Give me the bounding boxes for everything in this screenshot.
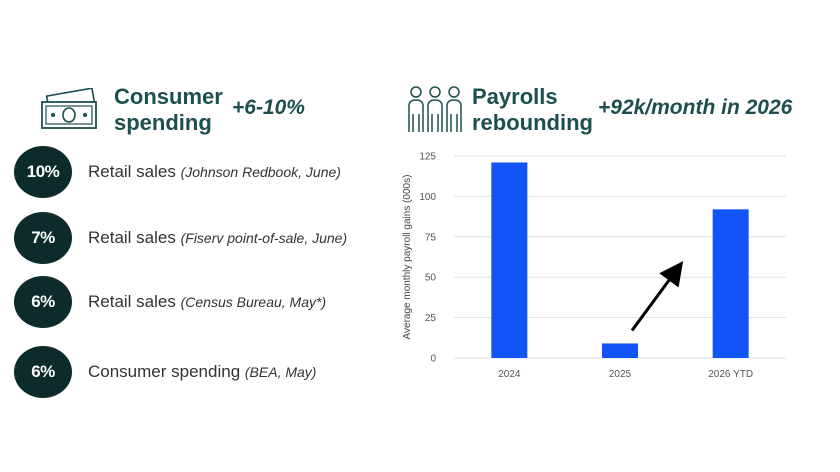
stat-text: Retail sales (Census Bureau, May*): [88, 292, 326, 312]
consumer-title-line1: Consumer: [114, 84, 223, 109]
stat-source: (BEA, May): [244, 364, 317, 380]
stat-row: 7% Retail sales (Fiserv point-of-sale, J…: [14, 212, 347, 264]
payrolls-title-line2: rebounding: [472, 110, 593, 135]
stat-source: (Fiserv point-of-sale, June): [180, 230, 348, 246]
stat-row: 10% Retail sales (Johnson Redbook, June): [14, 146, 341, 198]
stat-source: (Johnson Redbook, June): [180, 164, 341, 180]
stat-text: Retail sales (Johnson Redbook, June): [88, 162, 341, 182]
bar: [602, 343, 638, 358]
x-tick-label: 2026 YTD: [708, 369, 753, 380]
stat-row: 6% Consumer spending (BEA, May): [14, 346, 316, 398]
stat-label: Retail sales: [88, 228, 176, 247]
up-arrow-annotation: [630, 261, 684, 332]
stat-label: Consumer spending: [88, 362, 241, 381]
y-tick-label: 25: [425, 313, 437, 324]
x-tick-label: 2024: [498, 369, 521, 380]
stat-badge: 7%: [14, 212, 72, 264]
consumer-metric: +6-10%: [232, 96, 305, 119]
y-tick-label: 50: [425, 273, 437, 284]
y-axis-title: Average monthly payroll gains (000s): [402, 175, 413, 340]
stat-label: Retail sales: [88, 162, 176, 181]
stat-badge: 6%: [14, 346, 72, 398]
y-tick-label: 0: [430, 354, 436, 365]
y-tick-label: 75: [425, 232, 437, 243]
bar: [491, 162, 528, 358]
y-tick-label: 100: [419, 192, 436, 203]
payrolls-title-line1: Payrolls: [472, 84, 558, 109]
payrolls-title: Payrolls rebounding: [472, 84, 593, 136]
stat-badge: 10%: [14, 146, 72, 198]
stat-badge: 6%: [14, 276, 72, 328]
consumer-title: Consumer spending: [114, 84, 223, 136]
stat-text: Consumer spending (BEA, May): [88, 362, 316, 382]
stat-source: (Census Bureau, May*): [180, 294, 327, 310]
stat-row: 6% Retail sales (Census Bureau, May*): [14, 276, 326, 328]
x-tick-label: 2025: [609, 369, 632, 380]
stat-text: Retail sales (Fiserv point-of-sale, June…: [88, 228, 347, 248]
money-icon: [38, 87, 100, 137]
workers-icon: [406, 84, 464, 139]
consumer-title-line2: spending: [114, 110, 212, 135]
y-tick-label: 125: [419, 152, 436, 163]
bar: [712, 209, 749, 358]
payrolls-metric: +92k/month in 2026: [598, 96, 793, 119]
stat-label: Retail sales: [88, 292, 176, 311]
payrolls-bar-chart: 0 25 50 75 100 125 Average monthly payroll gai…: [402, 152, 786, 380]
